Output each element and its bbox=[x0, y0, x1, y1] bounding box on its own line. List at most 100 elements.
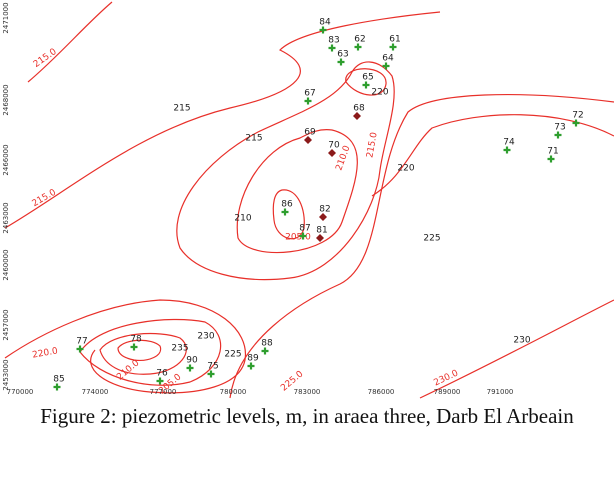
well-marker bbox=[554, 131, 562, 139]
x-tick-label: 770000 bbox=[7, 388, 34, 396]
x-tick-label: 774000 bbox=[82, 388, 109, 396]
well-label: 73 bbox=[554, 123, 565, 133]
x-tick-label: 791000 bbox=[487, 388, 514, 396]
well-label: 85 bbox=[53, 375, 64, 385]
well-label: 84 bbox=[319, 18, 331, 28]
well-marker bbox=[304, 97, 312, 105]
well-label: 78 bbox=[130, 335, 142, 345]
contours bbox=[4, 1, 614, 399]
well-marker bbox=[207, 370, 215, 378]
contour-line bbox=[4, 299, 247, 394]
well-marker bbox=[328, 44, 336, 52]
well-marker bbox=[156, 377, 164, 385]
contour-label: 215.0 bbox=[31, 188, 59, 210]
x-tick-label: 789000 bbox=[434, 388, 461, 396]
contour-label: 235 bbox=[171, 344, 188, 354]
well-marker bbox=[337, 58, 345, 66]
x-tick-label: 780000 bbox=[220, 388, 247, 396]
contour-label: 215 bbox=[245, 134, 262, 144]
well-marker bbox=[319, 26, 327, 34]
well-label: 82 bbox=[319, 205, 330, 215]
x-tick-label: 786000 bbox=[368, 388, 395, 396]
well-label: 65 bbox=[362, 73, 373, 83]
well-marker bbox=[362, 81, 370, 89]
contour-line bbox=[236, 129, 358, 254]
wells: 84 83 62 61 63 64 65 67 68 69 70 74 71 73 72 86 82 87 81 77… bbox=[53, 18, 584, 391]
well-marker bbox=[247, 362, 255, 370]
contour-label: 230 bbox=[513, 336, 530, 346]
y-tick-label: 2463000 bbox=[2, 202, 10, 233]
contour-line bbox=[117, 339, 162, 361]
contour-label: 220 bbox=[371, 88, 388, 98]
x-tick-label: 777000 bbox=[150, 388, 177, 396]
well-marker bbox=[572, 119, 580, 127]
contour-label: 225 bbox=[224, 350, 241, 360]
well-label: 83 bbox=[328, 36, 339, 46]
contour-label: 215 bbox=[173, 104, 190, 114]
contour-label: 210 bbox=[234, 214, 251, 224]
y-tick-label: 2466000 bbox=[2, 144, 10, 175]
contour-line bbox=[176, 61, 395, 281]
well-label: 64 bbox=[382, 54, 394, 64]
well-marker bbox=[186, 364, 194, 372]
y-tick-label: 2471000 bbox=[2, 2, 10, 33]
y-tick-label: 2453000 bbox=[2, 359, 10, 390]
well-marker bbox=[547, 155, 555, 163]
well-marker bbox=[304, 136, 312, 144]
well-label: 75 bbox=[207, 362, 218, 372]
contour-label: 230 bbox=[197, 332, 214, 342]
well-label: 68 bbox=[353, 104, 365, 114]
contour-label: 225 bbox=[423, 234, 440, 244]
contour-label: 220 bbox=[397, 164, 414, 174]
contour-line bbox=[79, 318, 222, 386]
contour-label: 220.0 bbox=[32, 346, 59, 360]
well-label: 74 bbox=[503, 138, 515, 148]
contour-line bbox=[419, 299, 614, 399]
well-label: 88 bbox=[261, 339, 273, 349]
contour-line bbox=[27, 1, 113, 83]
contour-line bbox=[229, 93, 614, 399]
x-tick-label: 783000 bbox=[294, 388, 321, 396]
well-marker bbox=[53, 383, 61, 391]
well-label: 61 bbox=[389, 35, 400, 45]
well-label: 76 bbox=[156, 369, 168, 379]
contour-line bbox=[371, 114, 614, 197]
well-marker bbox=[319, 213, 327, 221]
y-tick-label: 2457000 bbox=[2, 309, 10, 340]
y-tick-label: 2468000 bbox=[2, 84, 10, 115]
well-marker bbox=[130, 343, 138, 351]
well-label: 87 bbox=[299, 224, 310, 234]
well-marker bbox=[353, 112, 361, 120]
well-label: 67 bbox=[304, 89, 315, 99]
well-marker bbox=[382, 62, 390, 70]
well-label: 90 bbox=[186, 356, 198, 366]
well-label: 70 bbox=[328, 141, 340, 151]
contour-line bbox=[4, 11, 441, 229]
well-label: 72 bbox=[572, 111, 583, 121]
well-marker bbox=[316, 234, 324, 242]
well-label: 86 bbox=[281, 200, 293, 210]
contour-line bbox=[272, 189, 305, 240]
well-marker bbox=[389, 43, 397, 51]
contour-line bbox=[99, 332, 187, 375]
y-tick-label: 2460000 bbox=[2, 249, 10, 280]
well-label: 62 bbox=[354, 35, 365, 45]
axes: 770000 774000 777000 780000 783000 786000 7890… bbox=[2, 2, 513, 396]
contour-label: 205.0 bbox=[285, 233, 311, 243]
well-label: 77 bbox=[76, 337, 87, 347]
contour-label: 210.0 bbox=[115, 358, 141, 382]
well-label: 63 bbox=[337, 50, 348, 60]
well-marker bbox=[281, 208, 289, 216]
well-marker bbox=[76, 345, 84, 353]
well-marker bbox=[354, 43, 362, 51]
well-label: 69 bbox=[304, 128, 316, 138]
well-marker bbox=[299, 232, 307, 240]
well-label: 81 bbox=[316, 226, 327, 236]
well-marker bbox=[328, 149, 336, 157]
well-marker bbox=[503, 146, 511, 154]
well-label: 71 bbox=[547, 147, 558, 157]
caption: Figure 2: piezometric levels, m, in arae… bbox=[40, 404, 574, 428]
well-marker bbox=[261, 347, 269, 355]
